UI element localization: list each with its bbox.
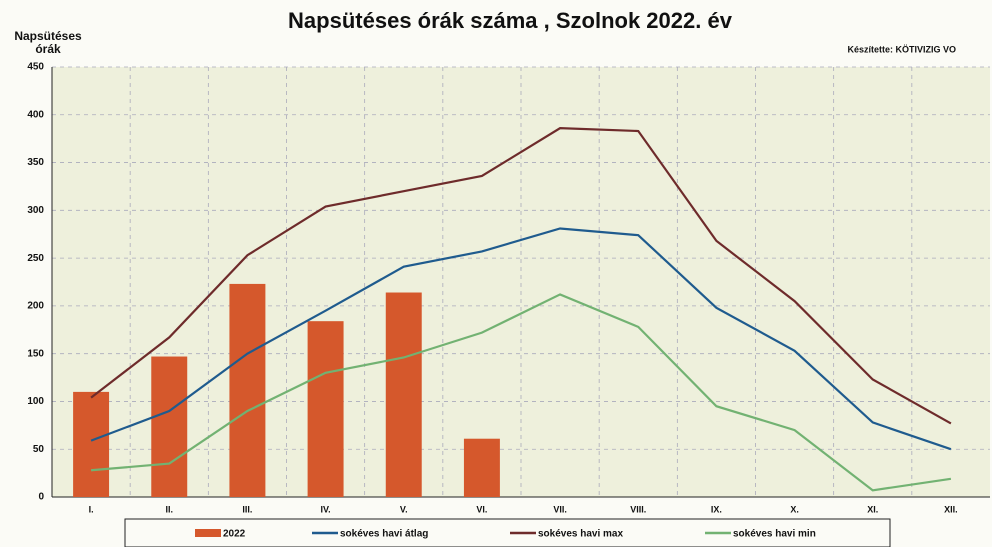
y-tick-label: 250 bbox=[27, 253, 44, 264]
y-tick-label: 300 bbox=[27, 205, 44, 216]
x-tick-label: II. bbox=[165, 504, 173, 514]
chart-title: Napsütéses órák száma , Szolnok 2022. év bbox=[288, 8, 733, 33]
line bbox=[90, 127, 952, 425]
line bbox=[90, 293, 952, 492]
y-tick-label: 0 bbox=[38, 492, 44, 503]
x-tick-label: IV. bbox=[320, 504, 330, 514]
x-tick-label: VI. bbox=[476, 504, 487, 514]
x-tick-label: III. bbox=[242, 504, 252, 514]
line bbox=[90, 227, 952, 451]
bar bbox=[463, 438, 500, 497]
y-tick-label: 350 bbox=[27, 157, 44, 168]
x-tick-label: XI. bbox=[867, 504, 878, 514]
y-tick-label: 200 bbox=[27, 301, 44, 312]
legend-label: sokéves havi min bbox=[733, 529, 816, 540]
x-tick-label: IX. bbox=[711, 504, 722, 514]
bar bbox=[385, 292, 422, 497]
y-axis-label: órák bbox=[35, 42, 61, 56]
bar bbox=[229, 283, 266, 497]
y-tick-label: 50 bbox=[33, 444, 45, 455]
x-tick-label: I. bbox=[89, 504, 94, 514]
legend-swatch bbox=[195, 529, 221, 537]
legend-label: sokéves havi átlag bbox=[340, 529, 428, 540]
x-tick-label: VII. bbox=[553, 504, 567, 514]
annotation: Készítette: KÖTIVIZIG VO bbox=[847, 44, 956, 54]
x-tick-label: X. bbox=[790, 504, 799, 514]
bar bbox=[73, 391, 110, 497]
y-tick-label: 150 bbox=[27, 348, 44, 359]
legend-label: 2022 bbox=[223, 529, 246, 540]
legend-label: sokéves havi max bbox=[538, 529, 623, 540]
bar bbox=[307, 321, 344, 497]
x-tick-label: VIII. bbox=[630, 504, 646, 514]
bar bbox=[151, 356, 188, 497]
plot-area bbox=[52, 67, 990, 497]
y-tick-label: 450 bbox=[27, 62, 44, 73]
x-tick-label: XII. bbox=[944, 504, 958, 514]
legend bbox=[124, 518, 891, 547]
y-tick-label: 100 bbox=[27, 396, 44, 407]
x-tick-label: V. bbox=[400, 504, 408, 514]
y-tick-label: 400 bbox=[27, 109, 44, 120]
y-axis-label: Napsütéses bbox=[14, 29, 82, 43]
